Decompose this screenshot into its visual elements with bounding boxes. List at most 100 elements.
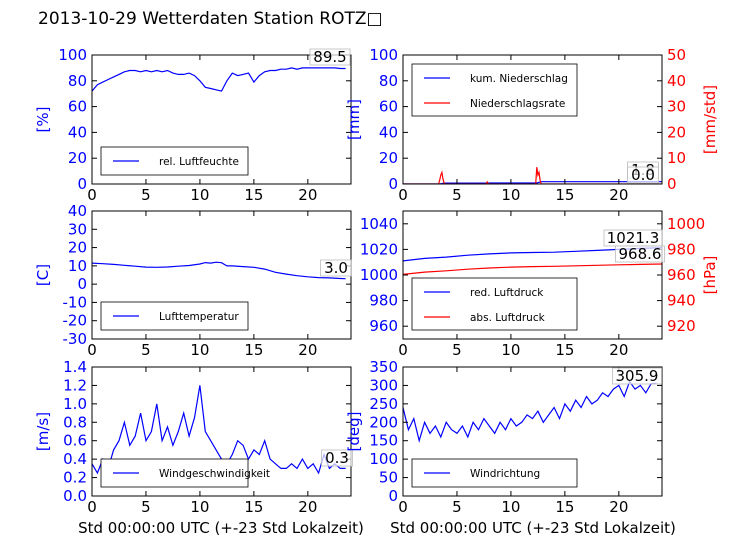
x-tick-label: 10 [190,341,209,359]
y-tick-label: 20 [379,149,398,167]
y-tick-label: 1.4 [63,358,87,376]
y-tick-label-right: 960 [667,266,696,284]
x-tick-label: 5 [452,186,462,204]
y-tick-label: 1020 [360,240,398,258]
y-tick-label: 20 [68,239,87,257]
x-tick-label: 15 [555,341,574,359]
value-annotation-box [320,259,352,277]
legend-label: Niederschlagsrate [470,98,565,110]
y-tick-label: 1.2 [63,376,87,394]
y-tick-label: 0 [388,487,398,505]
panel-pressure: 0 5 10 15 20 960 980 1000 1020 1040 920 940 960 980 10… [360,210,719,359]
y-tick-label: 100 [58,46,87,64]
y-axis-label-right: [mm/std] [701,85,719,154]
value-annotation: 0.3 [325,449,349,467]
y-tick-label: 1040 [360,215,398,233]
plot-frame [402,54,663,185]
y-tick-label: 300 [369,376,398,394]
x-tick-label: 20 [298,186,317,204]
legend-label: red. Luftdruck [470,287,544,299]
x-tick-label: 15 [555,186,574,204]
x-tick-label: 10 [501,498,520,516]
value-annotation-box [321,449,353,467]
series-line-humidity-0 [92,67,346,92]
x-tick-label: 5 [141,498,151,516]
x-tick-label: 10 [501,341,520,359]
legend-label: Windgeschwindigkeit [159,468,270,480]
value-annotation: 3.0 [324,259,348,277]
y-tick-label-right: 40 [667,72,686,90]
x-tick-label: 5 [141,341,151,359]
y-tick-label: 200 [369,413,398,431]
value-annotation: 305.9 [616,367,659,385]
figure-title: 2013-10-29 Wetterdaten Station ROTZ□ [38,9,383,29]
value-annotation-box [612,367,662,385]
y-tick-label-right: 30 [667,98,686,116]
legend-label: kum. Niederschlag [470,73,568,85]
y-tick-label-right: 920 [667,317,696,335]
y-tick-label: 50 [379,469,398,487]
legend-temperature: Lufttemperatur [100,301,249,331]
y-tick-label: 10 [68,257,87,275]
y-tick-label: 0.0 [63,487,87,505]
y-tick-label-right: 940 [667,292,696,310]
y-tick-label: 30 [68,220,87,238]
series-line-temperature-0 [92,261,346,280]
y-tick-label: 0 [388,175,398,193]
y-axis-label: [%] [34,107,52,133]
y-tick-label: 20 [68,149,87,167]
y-tick-label: 1000 [360,266,398,284]
legend-label: rel. Luftfeuchte [159,156,239,168]
y-tick-label: 350 [369,358,398,376]
value-annotation: 89.5 [313,48,346,66]
x-tick-label: 10 [190,186,209,204]
x-tick-label: 0 [398,498,408,516]
y-tick-label-right: 20 [667,123,686,141]
x-tick-label: 5 [452,498,462,516]
x-tick-label: 15 [244,186,263,204]
x-tick-label: 20 [609,186,628,204]
legend-label: Lufttemperatur [159,311,239,323]
panel-wind-direction: 0 5 10 15 20050100150200250300350[deg]Windri… [345,358,663,516]
x-tick-label: 20 [298,341,317,359]
x-tick-label: 10 [190,498,209,516]
y-tick-label: 1.0 [63,395,87,413]
y-tick-label: 40 [68,123,87,141]
legend-pressure: red. Luftdruck abs. Luftdruck [411,277,578,331]
plot-frame [91,54,352,185]
y-tick-label: 980 [369,292,398,310]
panel-precipitation: 0 5 10 15 20 0 20 40 60 80 100 0 10 20 30 40 50 [mm] [mm/s… [345,46,719,204]
legend-label: abs. Luftdruck [470,312,546,324]
y-tick-label: 0.6 [63,432,87,450]
x-tick-label: 15 [555,498,574,516]
value-annotation: 968.6 [619,245,662,263]
series-line-pressure-1 [403,263,662,275]
y-tick-label: 100 [369,450,398,468]
x-tick-label: 20 [298,498,317,516]
panel-temperature: 0 5 10 15 20-30-20-10010203040[C]Lufttempera… [34,202,352,359]
value-annotation-box [309,48,351,66]
y-tick-label: 40 [379,123,398,141]
y-tick-label: 0.8 [63,413,87,431]
y-tick-label: 0.2 [63,469,87,487]
y-tick-label: 80 [379,72,398,90]
x-tick-label: 0 [87,341,97,359]
y-axis-label: [mm] [345,99,363,140]
y-tick-label-right: 1000 [667,215,705,233]
legend-box [411,63,578,117]
series-line-wind-direction-0 [403,380,657,444]
y-tick-label: 40 [68,202,87,220]
x-tick-label: 0 [87,186,97,204]
y-tick-label-right: 980 [667,240,696,258]
y-axis-label: [m/s] [34,412,52,451]
value-annotation: 0.0 [631,166,655,184]
y-tick-label: -10 [63,293,88,311]
panel-humidity: 0 5 10 15 20 0 20 40 60 80 100 [%] rel. Luftfeuchte 8… [34,46,352,204]
y-tick-label: 60 [379,98,398,116]
x-tick-label: 15 [244,341,263,359]
y-axis-label: [C] [34,264,52,286]
x-axis-label: Std 00:00:00 UTC (+-23 Std Lokalzeit) [78,519,364,537]
x-axis-label: Std 00:00:00 UTC (+-23 Std Lokalzeit) [390,519,676,537]
y-tick-label: -20 [63,312,88,330]
y-tick-label: -30 [63,330,88,348]
